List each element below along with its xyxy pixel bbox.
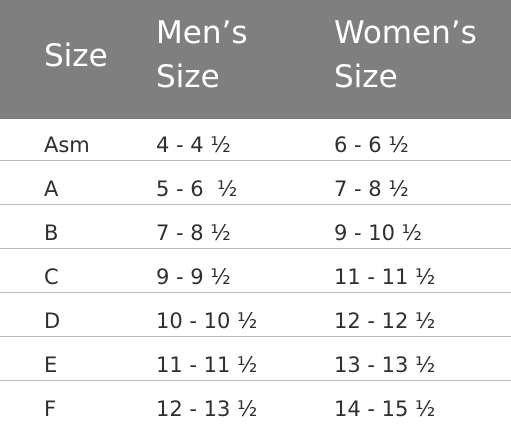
size-cell: B: [44, 221, 59, 245]
mens-size-cell: 9 - 9 ½: [156, 265, 231, 289]
womens-size-cell: 12 - 12 ½: [334, 309, 436, 333]
table-row-asm: Asm 4 - 4 ½ 6 - 6 ½: [0, 119, 511, 161]
size-cell: E: [44, 353, 58, 377]
row-divider: [0, 380, 511, 381]
womens-size-cell: 14 - 15 ½: [334, 397, 436, 421]
table-body: Asm 4 - 4 ½ 6 - 6 ½ A 5 - 6 ½ 7 - 8 ½ B …: [0, 119, 511, 437]
mens-size-cell: 12 - 13 ½: [156, 397, 258, 421]
table-row-b: B 7 - 8 ½ 9 - 10 ½: [0, 207, 511, 249]
mens-size-cell: 4 - 4 ½: [156, 133, 231, 157]
table-row-d: D 10 - 10 ½ 12 - 12 ½: [0, 295, 511, 337]
table-header: Size Men’s Size Women’s Size: [0, 0, 511, 119]
womens-size-cell: 9 - 10 ½: [334, 221, 423, 245]
size-cell: D: [44, 309, 61, 333]
header-mens-size: Men’s Size: [156, 11, 296, 99]
womens-size-cell: 6 - 6 ½: [334, 133, 409, 157]
mens-size-cell: 7 - 8 ½: [156, 221, 231, 245]
table-row-f: F 12 - 13 ½ 14 - 15 ½: [0, 383, 511, 427]
table-row-e: E 11 - 11 ½ 13 - 13 ½: [0, 339, 511, 381]
header-mens-line-2: Size: [156, 59, 220, 95]
row-divider: [0, 204, 511, 205]
row-divider: [0, 292, 511, 293]
header-womens-size: Women’s Size: [334, 11, 504, 99]
header-size: Size: [44, 38, 108, 74]
table-row-c: C 9 - 9 ½ 11 - 11 ½: [0, 251, 511, 293]
size-cell: A: [44, 177, 59, 201]
table-row-a: A 5 - 6 ½ 7 - 8 ½: [0, 163, 511, 205]
womens-size-cell: 7 - 8 ½: [334, 177, 409, 201]
header-womens-line-2: Size: [334, 59, 398, 95]
mens-size-cell: 10 - 10 ½: [156, 309, 258, 333]
header-mens-line-1: Men’s: [156, 15, 248, 51]
mens-size-cell: 5 - 6 ½: [156, 177, 238, 201]
header-womens-line-1: Women’s: [334, 15, 477, 51]
mens-size-cell: 11 - 11 ½: [156, 353, 258, 377]
size-cell: C: [44, 265, 59, 289]
womens-size-cell: 11 - 11 ½: [334, 265, 436, 289]
size-cell: F: [44, 397, 57, 421]
row-divider: [0, 248, 511, 249]
size-cell: Asm: [44, 133, 90, 157]
row-divider: [0, 160, 511, 161]
row-divider: [0, 336, 511, 337]
womens-size-cell: 13 - 13 ½: [334, 353, 436, 377]
